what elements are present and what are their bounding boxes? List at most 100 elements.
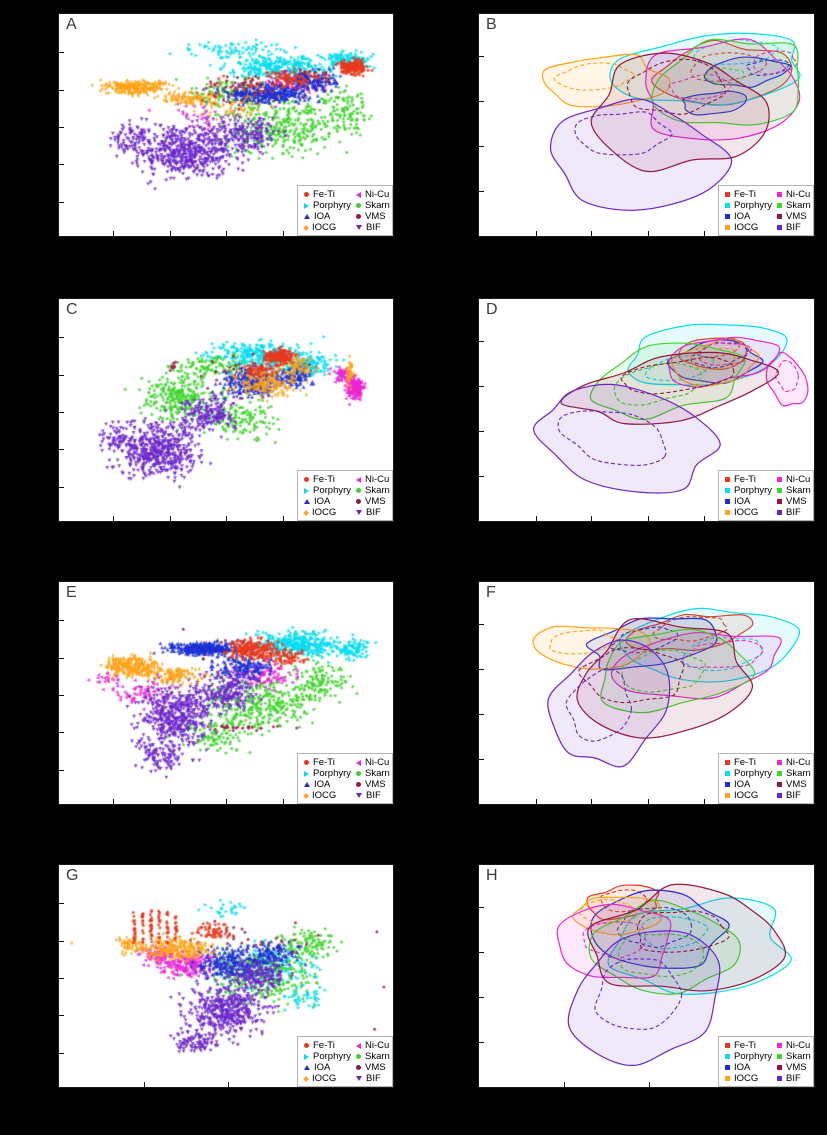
feti-marker-icon [725, 477, 730, 482]
skarn-outer-contour [600, 628, 756, 714]
x-axis-tick [536, 799, 538, 804]
legend-column: Ni-Cu Skarn VMS BIF [777, 757, 811, 801]
y-axis-tick [59, 1053, 64, 1055]
legend-label-skarn: Skarn [365, 768, 390, 779]
legend-label-nicu: Ni-Cu [786, 474, 811, 485]
ioa-outer-contour [703, 56, 792, 88]
legend-item-nicu: Ni-Cu [777, 1040, 811, 1051]
porphyry-marker-icon [725, 488, 730, 493]
y-axis-tick [59, 487, 64, 489]
y-axis-tick [479, 101, 484, 103]
x-axis-tick [591, 516, 593, 521]
legend-label-vms: VMS [365, 1062, 386, 1073]
ioa-inner-contour [616, 906, 693, 948]
y-axis-tick [59, 375, 64, 377]
legend-label-nicu: Ni-Cu [786, 1040, 811, 1051]
x-axis-tick [113, 231, 115, 236]
legend-item-vms: VMS [777, 211, 811, 222]
legend-item-feti: Fe-Ti [725, 189, 777, 200]
vms-inner-contour [620, 356, 735, 395]
iocg-inner-contour [549, 629, 618, 655]
legend-item-bif: BIF [777, 222, 811, 233]
panel-letter-g: G [66, 867, 79, 884]
legend-label-feti: Fe-Ti [313, 474, 335, 485]
legend-label-nicu: Ni-Cu [365, 189, 390, 200]
y-axis-tick [479, 714, 484, 716]
legend-label-feti: Fe-Ti [313, 1040, 335, 1051]
vms-marker-icon [777, 1065, 782, 1070]
nicu-outer-contour [556, 903, 672, 979]
legend-label-bif: BIF [366, 507, 381, 518]
legend-column: Ni-Cu Skarn VMS BIF [777, 189, 811, 233]
bif-inner-contour [594, 958, 683, 1030]
ioa-marker-icon [304, 782, 310, 787]
bif-marker-icon [356, 510, 362, 515]
panel-g: G Fe-Ti Porphyry IOA IOCG Ni-Cu Skarn VMS BIF [58, 864, 394, 1088]
legend-item-skarn: Skarn [777, 485, 811, 496]
legend-label-bif: BIF [786, 790, 801, 801]
legend-box: Fe-Ti Porphyry IOA IOCG Ni-Cu Skarn VMS BIF [297, 753, 393, 804]
x-axis-tick [283, 231, 285, 236]
legend-label-vms: VMS [365, 779, 386, 790]
x-axis-tick [648, 231, 650, 236]
legend-item-feti: Fe-Ti [725, 474, 777, 485]
legend-label-ioa: IOA [734, 211, 751, 222]
legend-label-nicu: Ni-Cu [786, 189, 811, 200]
legend-label-skarn: Skarn [365, 1051, 390, 1062]
legend-label-iocg: IOCG [734, 1073, 759, 1084]
vms-marker-icon [777, 499, 782, 504]
y-axis-tick [479, 997, 484, 999]
y-axis-tick [59, 90, 64, 92]
legend-item-skarn: Skarn [356, 200, 390, 211]
ioa-marker-icon [304, 1065, 310, 1070]
legend-item-ioa: IOA [725, 779, 777, 790]
legend-item-vms: VMS [777, 779, 811, 790]
nicu-inner-contour [681, 639, 764, 668]
skarn-marker-icon [777, 488, 782, 493]
skarn-inner-contour [621, 649, 706, 693]
legend-item-skarn: Skarn [356, 485, 390, 496]
vms-outer-contour [560, 351, 780, 425]
x-axis-tick [536, 231, 538, 236]
y-axis-tick [479, 146, 484, 148]
legend-column: Ni-Cu Skarn VMS BIF [356, 757, 390, 801]
legend-column: Ni-Cu Skarn VMS BIF [356, 474, 390, 518]
bif-marker-icon [356, 225, 362, 230]
legend-label-iocg: IOCG [312, 790, 337, 801]
iocg-marker-icon [303, 224, 309, 231]
y-axis-tick [479, 476, 484, 478]
ioa-outer-contour [682, 90, 748, 116]
nicu-inner-contour [582, 921, 646, 959]
x-axis-tick [226, 516, 228, 521]
legend-column: Fe-Ti Porphyry IOA IOCG [303, 189, 356, 233]
bif-inner-contour [574, 111, 673, 156]
legend-column: Fe-Ti Porphyry IOA IOCG [303, 1040, 356, 1084]
panel-letter-b: B [486, 16, 498, 33]
iocg-inner-contour [689, 347, 737, 371]
legend-label-ioa: IOA [734, 779, 751, 790]
legend-label-bif: BIF [366, 222, 381, 233]
vms-marker-icon [356, 782, 361, 787]
legend-box: Fe-Ti Porphyry IOA IOCG Ni-Cu Skarn VMS BIF [718, 470, 814, 521]
panel-letter-d: D [486, 301, 499, 318]
vms-marker-icon [777, 214, 782, 219]
legend-item-skarn: Skarn [356, 1051, 390, 1062]
legend-label-porphyry: Porphyry [313, 200, 352, 211]
legend-label-skarn: Skarn [365, 485, 390, 496]
legend-label-ioa: IOA [314, 211, 331, 222]
nicu-marker-icon [777, 192, 782, 197]
legend-label-nicu: Ni-Cu [786, 757, 811, 768]
vms-inner-contour [626, 58, 727, 115]
legend-label-vms: VMS [786, 211, 807, 222]
bif-marker-icon [777, 793, 782, 798]
y-axis-tick [59, 903, 64, 905]
bif-inner-contour [565, 668, 632, 742]
legend-label-skarn: Skarn [786, 1051, 811, 1062]
nicu-outer-contour [668, 336, 781, 388]
porphyry-marker-icon [304, 202, 309, 209]
nicu-inner-contour [775, 360, 799, 393]
legend-label-feti: Fe-Ti [734, 474, 756, 485]
legend-item-iocg: IOCG [725, 790, 777, 801]
y-axis-tick [59, 941, 64, 943]
x-axis-tick [649, 1082, 651, 1087]
